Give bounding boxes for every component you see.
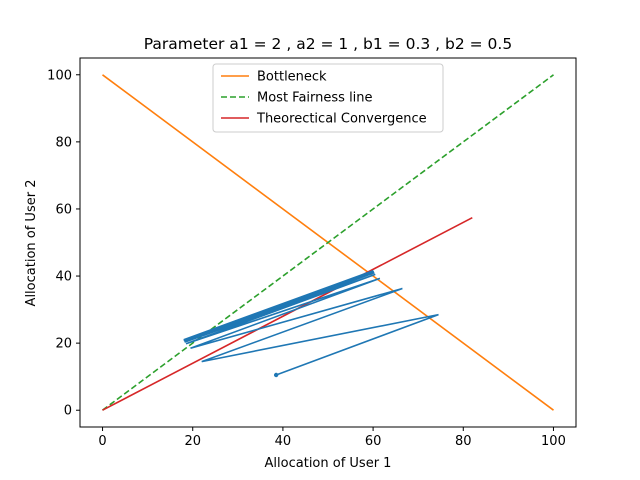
y-tick-label-5: 100 bbox=[47, 68, 72, 83]
legend-label-2: Theorectical Convergence bbox=[256, 112, 427, 127]
trajectory-line bbox=[183, 269, 439, 376]
legend: Bottleneck Most Fairness line Theorectical… bbox=[212, 63, 444, 133]
trajectory-start-point bbox=[273, 372, 279, 378]
trajectory bbox=[183, 269, 439, 378]
series-line-1 bbox=[102, 74, 554, 411]
y-axis-label: Allocation of User 2 bbox=[24, 180, 39, 307]
legend-label-0: Bottleneck bbox=[257, 70, 327, 85]
chart-title: Parameter a1 = 2 , a2 = 1 , b1 = 0.3 , b… bbox=[144, 35, 512, 53]
x-axis-label: Allocation of User 1 bbox=[265, 456, 392, 471]
y-tick-label-2: 40 bbox=[55, 270, 72, 285]
axes-frame bbox=[79, 57, 577, 428]
x-tick-label-3: 60 bbox=[365, 434, 382, 449]
x-tick-label-5: 100 bbox=[541, 434, 566, 449]
legend-label-1: Most Fairness line bbox=[257, 91, 373, 106]
y-tick-label-1: 20 bbox=[55, 337, 72, 352]
y-tick-label-4: 80 bbox=[55, 135, 72, 150]
series-line-2 bbox=[102, 216, 473, 411]
plot-area bbox=[102, 74, 554, 411]
axes: 0 20 40 60 80 100 0 20 40 60 80 100 bbox=[47, 57, 577, 449]
x-tick-label-0: 0 bbox=[98, 434, 106, 449]
x-tick-label-4: 80 bbox=[455, 434, 472, 449]
y-tick-label-3: 60 bbox=[55, 202, 72, 217]
x-tick-label-1: 20 bbox=[184, 434, 201, 449]
legend-box bbox=[212, 63, 444, 133]
x-tick-label-2: 40 bbox=[275, 434, 292, 449]
y-tick-label-0: 0 bbox=[64, 404, 72, 419]
